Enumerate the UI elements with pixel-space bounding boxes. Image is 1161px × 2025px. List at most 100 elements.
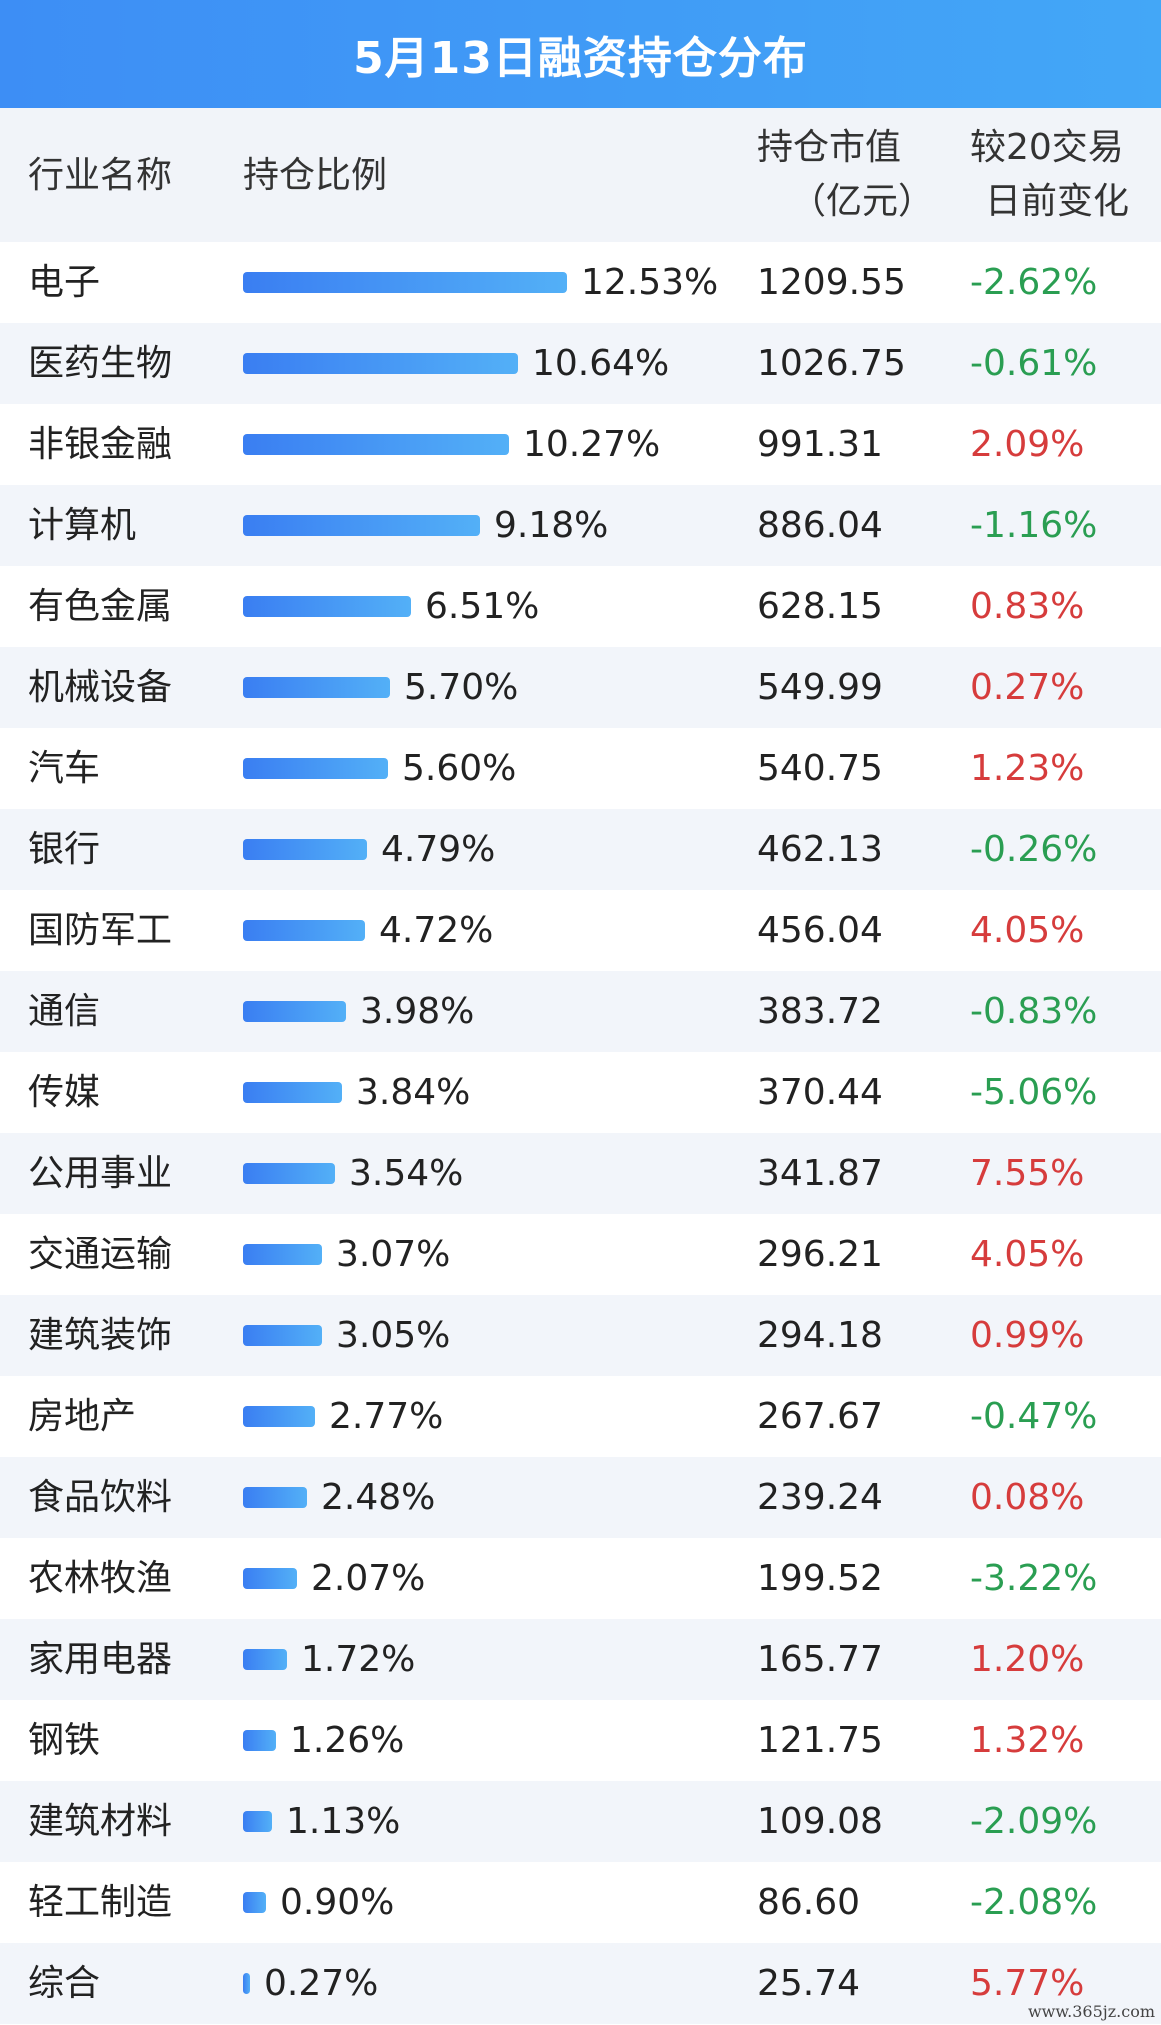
ratio-label: 12.53%	[581, 262, 719, 303]
change-value: -5.06%	[970, 1072, 1098, 1113]
ratio-bar	[243, 1568, 297, 1589]
industry-name: 建筑装饰	[28, 1315, 173, 1356]
industry-name: 交通运输	[28, 1234, 173, 1275]
change-value: 5.77%	[970, 1963, 1085, 2004]
market-value: 456.04	[757, 910, 883, 951]
site-watermark: www.365jz.com	[1027, 2002, 1155, 2021]
industry-name: 有色金属	[28, 586, 173, 627]
ratio-label: 0.90%	[280, 1882, 395, 1923]
ratio-label: 2.77%	[329, 1396, 444, 1437]
industry-name: 食品饮料	[28, 1477, 173, 1518]
ratio-bar	[243, 1325, 322, 1346]
change-value: -2.09%	[970, 1801, 1098, 1842]
ratio-bar	[243, 1811, 272, 1832]
ratio-label: 4.79%	[381, 829, 496, 870]
ratio-bar	[243, 1001, 346, 1022]
header-value-line1: 持仓市值	[757, 127, 902, 168]
market-value: 462.13	[757, 829, 883, 870]
ratio-bar	[243, 272, 567, 293]
ratio-label: 4.72%	[379, 910, 494, 951]
change-value: -0.47%	[970, 1396, 1098, 1437]
ratio-label: 3.54%	[349, 1153, 464, 1194]
market-value: 991.31	[757, 424, 883, 465]
table-row: 通信 3.98% 383.72 -0.83%	[0, 971, 1161, 1052]
ratio-label: 1.13%	[286, 1801, 401, 1842]
table-row: 医药生物 10.64% 1026.75 -0.61%	[0, 323, 1161, 404]
table-row: 综合 0.27% 25.74 5.77%	[0, 1943, 1161, 2024]
market-value: 267.67	[757, 1396, 883, 1437]
ratio-label: 2.07%	[311, 1558, 426, 1599]
chart-title: 5月13日融资持仓分布	[0, 0, 1161, 108]
change-value: 0.08%	[970, 1477, 1085, 1518]
change-value: -1.16%	[970, 505, 1098, 546]
market-value: 540.75	[757, 748, 883, 789]
table-row: 轻工制造 0.90% 86.60 -2.08%	[0, 1862, 1161, 1943]
market-value: 370.44	[757, 1072, 883, 1113]
industry-name: 银行	[28, 829, 101, 870]
industry-name: 综合	[28, 1963, 101, 2004]
market-value: 25.74	[757, 1963, 861, 2004]
industry-name: 医药生物	[28, 343, 173, 384]
change-value: 1.20%	[970, 1639, 1085, 1680]
ratio-label: 3.07%	[336, 1234, 451, 1275]
ratio-bar	[243, 1487, 307, 1508]
ratio-label: 6.51%	[425, 586, 540, 627]
market-value: 1026.75	[757, 343, 906, 384]
table-row: 传媒 3.84% 370.44 -5.06%	[0, 1052, 1161, 1133]
ratio-bar	[243, 758, 388, 779]
change-value: 1.23%	[970, 748, 1085, 789]
table-row: 交通运输 3.07% 296.21 4.05%	[0, 1214, 1161, 1295]
change-value: -0.26%	[970, 829, 1098, 870]
market-value: 294.18	[757, 1315, 883, 1356]
change-value: 0.27%	[970, 667, 1085, 708]
table-row: 家用电器 1.72% 165.77 1.20%	[0, 1619, 1161, 1700]
ratio-label: 1.72%	[301, 1639, 416, 1680]
ratio-label: 3.05%	[336, 1315, 451, 1356]
ratio-bar	[243, 515, 480, 536]
market-value: 239.24	[757, 1477, 883, 1518]
ratio-label: 5.70%	[404, 667, 519, 708]
market-value: 383.72	[757, 991, 883, 1032]
ratio-label: 10.64%	[532, 343, 670, 384]
ratio-bar	[243, 1082, 342, 1103]
ratio-label: 10.27%	[523, 424, 661, 465]
header-industry: 行业名称	[28, 155, 173, 196]
industry-name: 计算机	[28, 505, 137, 546]
change-value: -3.22%	[970, 1558, 1098, 1599]
market-value: 341.87	[757, 1153, 883, 1194]
ratio-bar	[243, 353, 518, 374]
change-value: -0.83%	[970, 991, 1098, 1032]
header-value-line2: （亿元）	[790, 181, 935, 222]
industry-name: 钢铁	[28, 1720, 101, 1761]
table-row: 钢铁 1.26% 121.75 1.32%	[0, 1700, 1161, 1781]
ratio-label: 3.84%	[356, 1072, 471, 1113]
table-row: 建筑装饰 3.05% 294.18 0.99%	[0, 1295, 1161, 1376]
table-row: 银行 4.79% 462.13 -0.26%	[0, 809, 1161, 890]
ratio-label: 9.18%	[494, 505, 609, 546]
table-row: 非银金融 10.27% 991.31 2.09%	[0, 404, 1161, 485]
ratio-bar	[243, 434, 509, 455]
change-value: 0.83%	[970, 586, 1085, 627]
ratio-bar	[243, 677, 390, 698]
header-ratio: 持仓比例	[243, 155, 388, 196]
industry-name: 国防军工	[28, 910, 173, 951]
ratio-bar	[243, 1973, 250, 1994]
ratio-label: 2.48%	[321, 1477, 436, 1518]
industry-name: 公用事业	[28, 1153, 173, 1194]
table-row: 电子 12.53% 1209.55 -2.62%	[0, 242, 1161, 323]
table-row: 建筑材料 1.13% 109.08 -2.09%	[0, 1781, 1161, 1862]
industry-name: 电子	[28, 262, 101, 303]
ratio-label: 1.26%	[290, 1720, 405, 1761]
industry-name: 通信	[28, 991, 101, 1032]
table-header: 行业名称 持仓比例 持仓市值 （亿元） 较20交易 日前变化	[0, 108, 1161, 242]
table-row: 有色金属 6.51% 628.15 0.83%	[0, 566, 1161, 647]
change-value: 7.55%	[970, 1153, 1085, 1194]
table-row: 机械设备 5.70% 549.99 0.27%	[0, 647, 1161, 728]
market-value: 1209.55	[757, 262, 906, 303]
market-value: 86.60	[757, 1882, 861, 1923]
header-change-line1: 较20交易	[970, 127, 1124, 168]
industry-name: 传媒	[28, 1072, 101, 1113]
industry-name: 机械设备	[28, 667, 173, 708]
change-value: 4.05%	[970, 1234, 1085, 1275]
industry-name: 轻工制造	[28, 1882, 173, 1923]
